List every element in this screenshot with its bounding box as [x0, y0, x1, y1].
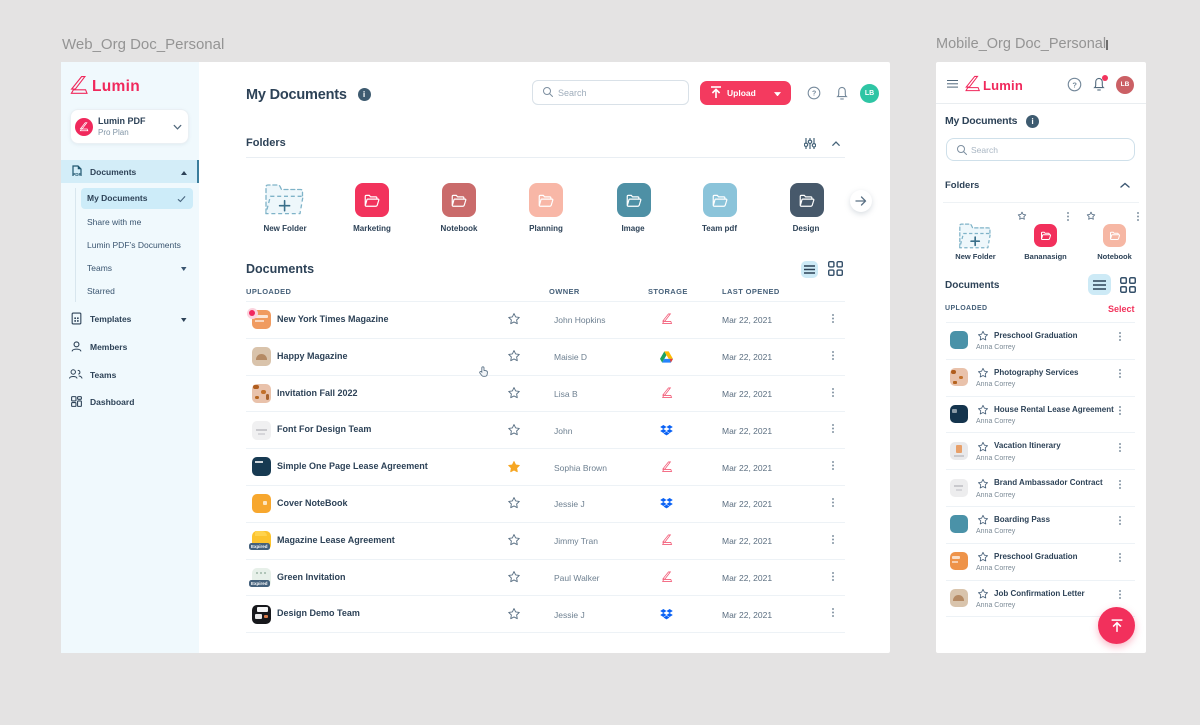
svg-text:?: ? [1072, 80, 1077, 89]
svg-text:PDF: PDF [72, 172, 81, 177]
svg-text:?: ? [812, 91, 816, 98]
